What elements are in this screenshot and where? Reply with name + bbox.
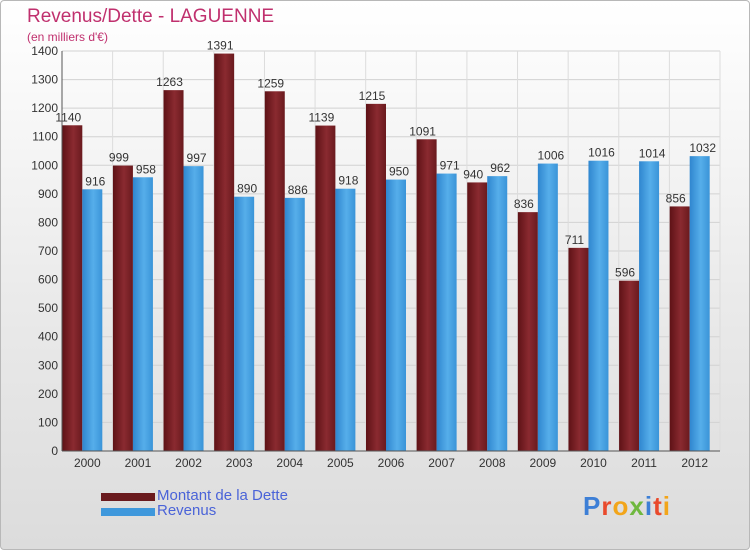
data-label-debt: 711 xyxy=(565,233,584,247)
bar-revenus xyxy=(335,188,356,451)
bar-revenus xyxy=(588,160,609,451)
bar-revenus xyxy=(639,161,660,452)
y-tick-label: 800 xyxy=(38,215,58,229)
y-tick-label: 900 xyxy=(38,187,58,201)
bar-revenus xyxy=(82,189,103,452)
y-tick-label: 600 xyxy=(38,273,58,287)
data-label-debt: 1091 xyxy=(409,124,436,138)
bar-revenus xyxy=(487,176,508,451)
bar-revenus xyxy=(689,156,710,451)
bar-debt xyxy=(568,247,589,451)
x-tick-label: 2008 xyxy=(479,456,506,470)
x-tick-label: 2006 xyxy=(378,456,405,470)
bar-debt xyxy=(163,90,184,452)
x-tick-label: 2009 xyxy=(529,456,556,470)
bar-debt xyxy=(264,91,285,452)
data-label-debt: 856 xyxy=(666,191,686,205)
data-label-revenus: 890 xyxy=(237,182,257,196)
bar-debt xyxy=(62,125,83,452)
data-label-debt: 1391 xyxy=(207,39,234,53)
data-label-debt: 836 xyxy=(514,197,534,211)
proxiti-logo: Proxiti xyxy=(583,491,671,522)
bar-debt xyxy=(214,53,235,451)
data-label-revenus: 916 xyxy=(85,174,105,188)
data-label-revenus: 958 xyxy=(136,162,156,176)
bar-debt xyxy=(619,280,640,451)
logo-letter: i xyxy=(662,491,671,521)
data-label-revenus: 1032 xyxy=(689,141,716,155)
legend-swatch-revenus xyxy=(101,508,155,516)
data-label-debt: 1215 xyxy=(359,89,386,103)
bar-revenus xyxy=(234,196,255,451)
bar-debt xyxy=(315,125,336,452)
legend-label-revenus: Revenus xyxy=(157,502,217,519)
data-label-revenus: 918 xyxy=(338,174,358,188)
bar-debt xyxy=(112,165,133,452)
chart-subtitle: (en milliers d'€) xyxy=(27,30,108,44)
bar-revenus xyxy=(132,177,153,452)
x-tick-label: 2005 xyxy=(327,456,354,470)
data-label-debt: 940 xyxy=(463,167,483,181)
bar-revenus xyxy=(386,179,406,452)
data-label-debt: 999 xyxy=(109,151,129,165)
bar-debt xyxy=(366,103,386,451)
logo-letter: x xyxy=(629,491,645,521)
x-tick-label: 2007 xyxy=(428,456,455,470)
bars-layer xyxy=(62,53,710,452)
x-tick-label: 2011 xyxy=(631,456,657,470)
y-tick-label: 400 xyxy=(38,330,58,344)
y-tick-label: 0 xyxy=(51,444,58,458)
y-tick-label: 500 xyxy=(38,301,58,315)
logo-letter: o xyxy=(612,491,630,521)
x-tick-label: 2000 xyxy=(74,456,101,470)
labels-layer: 1140 916 999 958 1263 997 1391 890 1259 886 1139 91… xyxy=(55,39,716,280)
x-tick-label: 2002 xyxy=(175,456,202,470)
data-label-revenus: 886 xyxy=(288,183,308,197)
legend-label-debt: Montant de la Dette xyxy=(157,487,288,504)
data-label-debt: 1263 xyxy=(156,75,183,89)
bar-revenus xyxy=(284,197,305,451)
bar-debt xyxy=(416,139,437,452)
y-tick-label: 700 xyxy=(38,244,58,258)
y-tick-label: 1100 xyxy=(32,130,58,144)
x-tick-label: 2004 xyxy=(276,456,303,470)
y-tick-label: 1400 xyxy=(31,44,58,58)
y-tick-label: 1200 xyxy=(31,101,58,115)
x-tick-label: 2003 xyxy=(226,456,253,470)
bar-debt xyxy=(517,212,538,451)
y-tick-label: 1000 xyxy=(31,158,58,172)
data-label-revenus: 1006 xyxy=(537,149,564,163)
data-label-revenus: 1014 xyxy=(639,146,666,160)
data-label-debt: 596 xyxy=(615,266,635,280)
data-label-revenus: 950 xyxy=(389,165,409,179)
logo-letter: r xyxy=(601,491,613,521)
bar-debt xyxy=(467,182,488,451)
axis-layer: 0 100 200 300 400 500 600 700 800 900 1000 1100 1200… xyxy=(31,44,720,470)
chart-title: Revenus/Dette - LAGUENNE xyxy=(27,6,275,27)
y-tick-label: 100 xyxy=(38,415,58,429)
bar-revenus xyxy=(436,173,457,452)
x-tick-label: 2001 xyxy=(125,456,152,470)
logo-letter: t xyxy=(653,491,663,521)
data-label-revenus: 997 xyxy=(187,151,207,165)
data-label-revenus: 1016 xyxy=(588,146,615,160)
data-label-revenus: 962 xyxy=(490,161,510,175)
y-tick-label: 1300 xyxy=(31,73,58,87)
data-label-revenus: 971 xyxy=(440,159,460,173)
bar-debt xyxy=(669,206,690,451)
y-tick-label: 200 xyxy=(38,387,58,401)
data-label-debt: 1140 xyxy=(55,110,81,124)
legend-swatch-debt xyxy=(101,493,155,501)
data-label-debt: 1259 xyxy=(257,76,284,90)
y-tick-label: 300 xyxy=(38,358,58,372)
x-tick-label: 2010 xyxy=(580,456,607,470)
bar-revenus xyxy=(537,163,558,452)
logo-letter: P xyxy=(583,491,602,521)
x-tick-label: 2012 xyxy=(681,456,708,470)
bar-revenus xyxy=(183,166,204,451)
data-label-debt: 1139 xyxy=(308,111,334,125)
logo-letter: i xyxy=(644,491,654,521)
